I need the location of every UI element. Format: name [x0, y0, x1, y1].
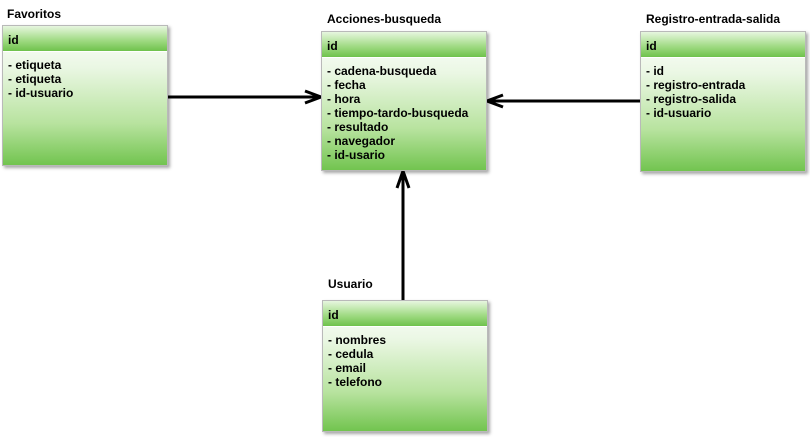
attribute: - registro-salida: [646, 92, 737, 106]
crows-foot-acciones-right: [482, 93, 504, 109]
attribute: - navegador: [327, 134, 396, 148]
entity-attributes-favoritos: - etiqueta - etiqueta - id-usuario: [3, 52, 167, 100]
entity-key-registro-entrada-salida: id: [641, 32, 805, 58]
entity-acciones-busqueda[interactable]: id - cadena-busqueda - fecha - hora - ti…: [321, 31, 487, 171]
entity-registro-entrada-salida[interactable]: id - id - registro-entrada - registro-sa…: [640, 31, 806, 172]
attribute: - nombres: [328, 333, 387, 347]
entity-title-registro-entrada-salida: Registro-entrada-salida: [646, 12, 781, 26]
attribute: - fecha: [327, 78, 366, 92]
attribute: - registro-entrada: [646, 78, 746, 92]
attribute: - id-usario: [327, 148, 386, 162]
attribute: - etiqueta: [8, 58, 62, 72]
entity-attributes-usuario: - nombres - cedula - email - telefono: [323, 327, 487, 389]
entity-attributes-acciones-busqueda: - cadena-busqueda - fecha - hora - tiemp…: [322, 58, 486, 162]
entity-favoritos[interactable]: id - etiqueta - etiqueta - id-usuario: [2, 25, 168, 166]
attribute: - id: [646, 64, 664, 78]
attribute: - id-usuario: [646, 106, 712, 120]
attribute: - telefono: [328, 375, 382, 389]
entity-key-favoritos: id: [3, 26, 167, 52]
attribute: - id-usuario: [8, 86, 74, 100]
entity-title-favoritos: Favoritos: [7, 7, 62, 21]
crows-foot-acciones-bottom: [395, 166, 411, 189]
entity-key-acciones-busqueda: id: [322, 32, 486, 58]
entity-title-usuario: Usuario: [328, 277, 373, 291]
entity-attributes-registro-entrada-salida: - id - registro-entrada - registro-salid…: [641, 58, 805, 120]
attribute: - cadena-busqueda: [327, 64, 437, 78]
attribute: - resultado: [327, 120, 389, 134]
attribute: - tiempo-tardo-busqueda: [327, 106, 469, 120]
entity-key-usuario: id: [323, 301, 487, 327]
attribute: - etiqueta: [8, 72, 62, 86]
entity-title-acciones-busqueda: Acciones-busqueda: [327, 12, 442, 26]
attribute: - email: [328, 361, 367, 375]
attribute: - cedula: [328, 347, 374, 361]
entity-usuario[interactable]: id - nombres - cedula - email - telefono: [322, 300, 488, 432]
attribute: - hora: [327, 92, 361, 106]
